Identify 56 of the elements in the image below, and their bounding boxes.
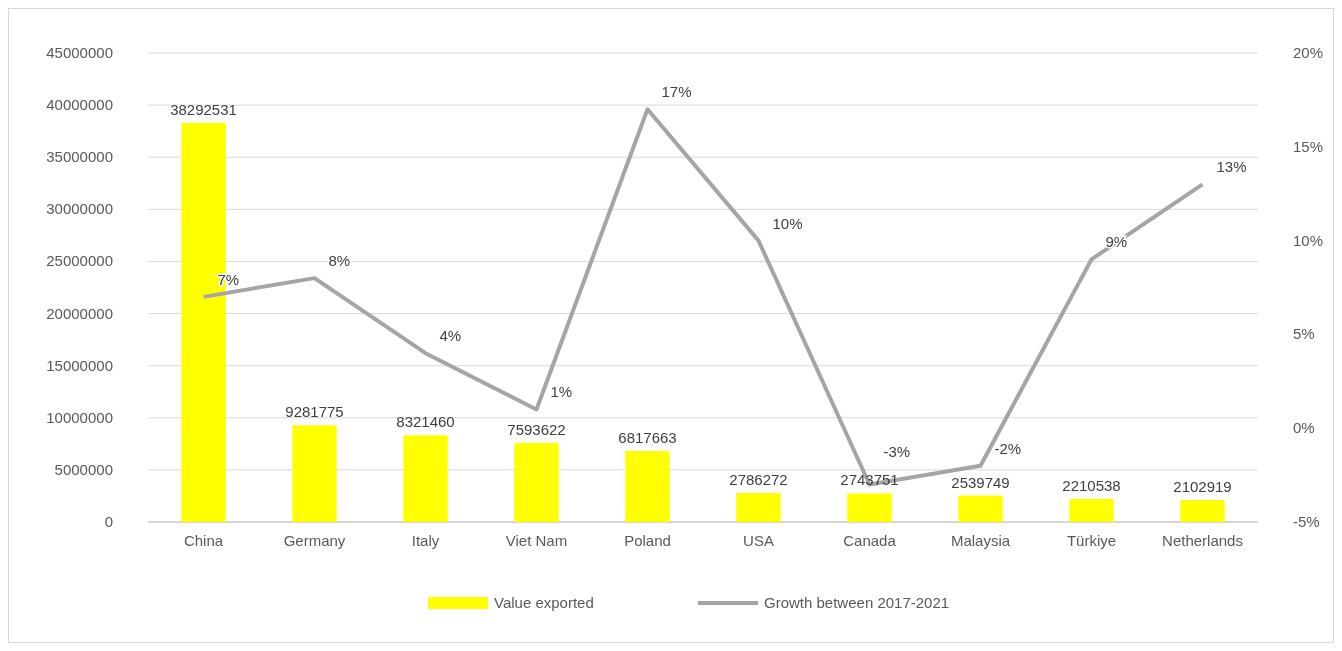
bar: [736, 492, 781, 522]
data-label: 2210538: [1062, 476, 1121, 494]
y-tick-label: 30000000: [46, 200, 113, 218]
x-tick-label: China: [183, 532, 224, 549]
data-label: 17%: [661, 83, 692, 101]
x-tick-label: Italy: [411, 532, 440, 549]
data-label: 4%: [439, 327, 462, 345]
bar: [1069, 498, 1114, 522]
y-tick-label: 10000000: [46, 408, 113, 426]
data-label: 38292531: [170, 100, 237, 118]
y2-tick-label: 20%: [1293, 44, 1324, 61]
bar: [403, 435, 448, 522]
bar: [292, 425, 337, 522]
data-label: 9281775: [285, 403, 344, 421]
x-tick-label: Germany: [283, 532, 346, 549]
data-label: 2102919: [1173, 478, 1232, 496]
data-label: 6817663: [618, 428, 677, 446]
legend-label: Value exported: [494, 594, 594, 611]
x-tick-label: USA: [743, 532, 774, 549]
data-label: 8321460: [396, 413, 455, 431]
y-tick-label: 25000000: [46, 252, 113, 270]
data-label: 7593622: [507, 420, 566, 438]
x-tick-label: Netherlands: [1162, 532, 1243, 549]
y-tick-label: 40000000: [46, 96, 113, 114]
data-label: 10%: [772, 214, 803, 232]
data-label: -2%: [994, 439, 1022, 457]
data-label: -3%: [883, 443, 911, 461]
data-label: 8%: [328, 252, 351, 270]
legend-label: Growth between 2017-2021: [764, 594, 950, 611]
y2-tick-label: 0%: [1293, 419, 1315, 437]
y2-tick-label: 15%: [1293, 137, 1324, 155]
bar: [514, 442, 559, 522]
x-tick-label: Canada: [843, 532, 897, 549]
bar: [958, 495, 1003, 522]
y2-tick-label: 10%: [1293, 231, 1324, 249]
data-label: 9%: [1105, 233, 1128, 251]
data-label: 2539749: [951, 473, 1010, 491]
y-tick-label: 45000000: [46, 44, 113, 61]
bar: [847, 493, 892, 522]
bar: [1180, 500, 1225, 522]
x-tick-label: Malaysia: [950, 532, 1011, 549]
y-tick-label: 5000000: [54, 460, 113, 478]
data-label: 13%: [1216, 158, 1247, 176]
data-label: 1%: [550, 383, 573, 401]
data-label: 2786272: [729, 470, 788, 488]
x-tick-label: Viet Nam: [505, 532, 568, 549]
y-tick-label: 20000000: [46, 304, 113, 322]
y2-tick-label: 5%: [1293, 325, 1315, 343]
y-tick-label: 15000000: [46, 356, 113, 374]
x-tick-label: Poland: [624, 532, 671, 549]
data-label: 2743751: [840, 471, 899, 489]
y2-tick-label: -5%: [1293, 513, 1320, 530]
y-tick-label: 35000000: [46, 148, 113, 166]
bar: [625, 450, 670, 522]
y-tick-label: 0: [104, 513, 113, 530]
x-tick-label: Türkiye: [1066, 532, 1117, 549]
